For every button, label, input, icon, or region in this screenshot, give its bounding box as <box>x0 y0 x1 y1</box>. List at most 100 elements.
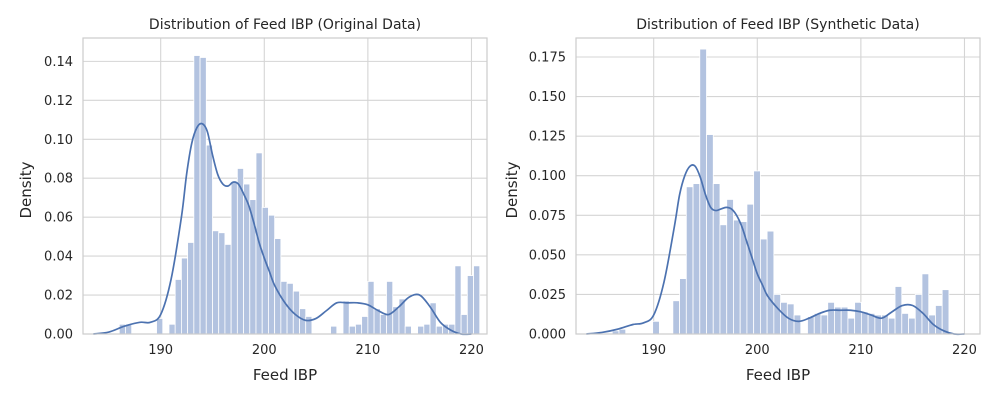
histogram-bar <box>454 265 462 335</box>
kde-curve-layer <box>93 122 472 336</box>
histogram-bar <box>834 306 842 335</box>
histogram-bar <box>342 300 350 335</box>
histogram-bar <box>187 242 195 335</box>
histogram-bar <box>168 323 176 335</box>
histogram-bar <box>473 265 481 335</box>
histogram-bar <box>174 279 182 335</box>
histogram-bar <box>268 214 276 335</box>
histogram-bar <box>373 308 381 335</box>
x-axis-label: Feed IBP <box>253 366 317 384</box>
histogram-bar <box>355 323 363 335</box>
histogram-bar <box>435 325 443 335</box>
histogram-bar <box>618 328 627 335</box>
histogram-bar <box>941 289 950 335</box>
y-tick-labels: 0.000 0.025 0.050 0.075 0.100 0.125 0.150 0.175 <box>529 50 566 342</box>
y-tick-label: 0.125 <box>529 130 566 145</box>
histogram-bar <box>205 144 213 335</box>
histogram-bar <box>330 325 338 335</box>
histogram-bar <box>712 183 721 335</box>
y-axis-label: Density <box>17 161 35 218</box>
histogram-bar <box>672 300 680 335</box>
histogram-bar <box>894 286 903 335</box>
histogram-bar <box>719 224 728 335</box>
y-tick-labels: 0.00 0.02 0.04 0.06 0.08 0.10 0.12 0.14 <box>44 55 73 343</box>
histogram-bar <box>753 170 761 335</box>
y-tick-label: 0.12 <box>44 94 73 109</box>
x-tick-label: 200 <box>745 343 770 358</box>
histogram-bar <box>299 308 307 335</box>
histogram-bar <box>417 325 425 335</box>
chart-synthetic: Distribution of Feed IBP (Synthetic Data… <box>503 17 981 384</box>
y-tick-label: 0.050 <box>529 248 566 263</box>
histogram-bar <box>887 317 896 335</box>
histogram-bar <box>847 317 856 335</box>
histogram-bar <box>181 257 189 335</box>
histogram-bar <box>901 313 909 335</box>
y-tick-label: 0.175 <box>529 50 566 65</box>
y-axis-label: Density <box>503 161 521 218</box>
histogram-bar <box>908 317 916 335</box>
x-tick-labels: 190 200 210 220 <box>148 343 484 358</box>
histogram-bar <box>218 232 226 335</box>
y-tick-label: 0.100 <box>529 169 566 184</box>
y-tick-label: 0.00 <box>44 328 73 343</box>
histogram-bar <box>305 316 313 335</box>
histogram-bar <box>773 294 781 335</box>
kde-curve-layer <box>586 164 965 336</box>
x-tick-labels: 190 200 210 220 <box>641 343 977 358</box>
chart-title: Distribution of Feed IBP (Synthetic Data… <box>636 17 919 33</box>
histogram-bar <box>224 244 232 335</box>
chart-title: Distribution of Feed IBP (Original Data) <box>149 17 421 33</box>
histogram-bar <box>706 134 714 335</box>
kde-line <box>586 164 965 336</box>
kde-line <box>93 122 472 336</box>
histogram-bar <box>230 181 238 335</box>
histogram-bar <box>280 281 288 335</box>
y-tick-label: 0.04 <box>44 250 73 265</box>
histogram-bar <box>685 186 694 335</box>
y-tick-label: 0.02 <box>44 289 73 304</box>
histogram-bar <box>652 320 660 335</box>
histogram-bar <box>404 325 412 335</box>
histogram-bar <box>921 273 930 335</box>
histogram-bar <box>820 314 829 335</box>
histogram-bar <box>860 311 869 335</box>
histogram-bar <box>348 325 356 335</box>
histogram-bar <box>261 207 269 335</box>
histogram-bar <box>840 306 849 335</box>
y-tick-label: 0.150 <box>529 90 566 105</box>
chart-original: Distribution of Feed IBP (Original Data)… <box>17 17 488 384</box>
histogram-bar <box>199 57 207 335</box>
x-axis-label: Feed IBP <box>746 366 810 384</box>
y-tick-label: 0.075 <box>529 209 566 224</box>
histogram-bar <box>386 281 394 335</box>
histogram-bar <box>692 183 701 335</box>
y-tick-label: 0.000 <box>529 328 566 343</box>
histogram-bar <box>361 316 369 335</box>
histogram-bar <box>423 323 431 335</box>
y-tick-label: 0.08 <box>44 172 73 187</box>
histogram-bar <box>766 230 775 335</box>
x-tick-label: 190 <box>641 343 666 358</box>
histogram-bar <box>212 230 220 335</box>
histogram-bar <box>679 278 687 335</box>
x-tick-label: 220 <box>952 343 977 358</box>
histogram-bar <box>914 294 923 335</box>
histogram-bar <box>813 313 822 335</box>
y-tick-label: 0.10 <box>44 133 73 148</box>
y-tick-label: 0.14 <box>44 55 73 70</box>
histogram-bar <box>746 203 755 335</box>
plot-frame <box>575 37 981 335</box>
plot-frame <box>82 37 488 335</box>
x-tick-label: 190 <box>148 343 173 358</box>
x-tick-label: 220 <box>459 343 484 358</box>
histogram-bar <box>466 275 474 335</box>
histogram-bar <box>733 219 741 335</box>
histogram-bar <box>156 318 164 335</box>
histogram-bar <box>827 301 835 335</box>
x-tick-label: 210 <box>848 343 873 358</box>
x-tick-label: 210 <box>355 343 380 358</box>
histogram-bar <box>854 301 862 335</box>
